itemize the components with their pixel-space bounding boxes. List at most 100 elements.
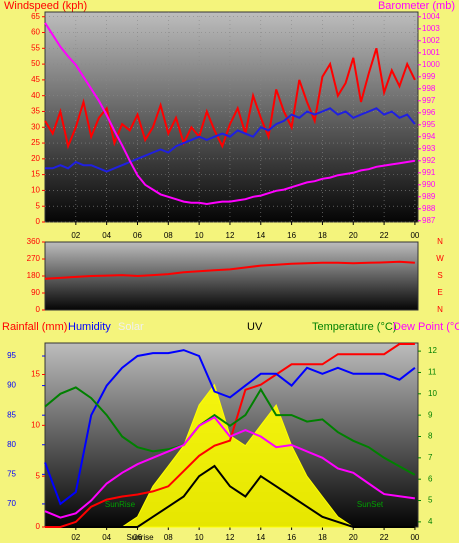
x-tick-label: 12 [226,533,235,542]
annotation: Sunrise [126,533,154,542]
y2-tick-label: 6 [428,474,433,483]
line [44,48,416,150]
y3-tick-label: 95 [7,351,16,360]
line [44,349,416,506]
y2-tick-label: 12 [428,346,437,355]
x-tick-label: 20 [349,231,358,240]
axis-title: Rainfall (mm) [2,321,67,333]
y-tick-label: 5 [36,471,41,480]
y2-tick-label: 1004 [422,12,440,21]
y2-tick-label: 1003 [422,24,440,33]
y2-tick-label: 9 [428,410,433,419]
annotation: SunSet [357,500,384,509]
x-tick-label: 22 [380,231,389,240]
x-tick-label: 04 [102,533,111,542]
x-tick-label: 22 [380,533,389,542]
y2-tick-label: 994 [422,132,436,141]
x-tick-label: 10 [195,231,204,240]
y-tick-label: 50 [31,59,40,68]
y-tick-label: 10 [31,420,40,429]
y2-tick-label: 987 [422,216,436,225]
y2-tick-label: 11 [428,368,437,377]
y2-tick-label: W [436,254,444,263]
line [45,343,415,528]
x-tick-label: 14 [256,533,265,542]
y2-tick-label: 1001 [422,48,440,57]
axis-title: Barometer (mb) [378,0,455,12]
y2-tick-label: 988 [422,204,436,213]
y2-tick-label: 996 [422,108,436,117]
y-tick-label: 90 [31,288,40,297]
y-tick-label: 15 [31,170,40,179]
x-tick-label: 00 [410,533,419,542]
y2-tick-label: 8 [428,432,433,441]
y-tick-label: 55 [31,43,40,52]
y2-tick-label: 993 [422,144,436,153]
x-tick-label: 02 [71,231,80,240]
line [44,416,416,519]
y2-tick-label: 999 [422,72,436,81]
line [45,107,416,173]
x-tick-label: 06 [133,231,142,240]
line [44,260,415,280]
x-tick-label: 18 [318,533,327,542]
y2-tick-label: N [437,305,443,314]
x-tick-label: 16 [287,231,296,240]
x-tick-label: 16 [287,533,296,542]
y-tick-label: 10 [31,186,40,195]
axis-title: Dew Point (°C [393,321,459,333]
y3-tick-label: 85 [7,410,16,419]
x-tick-label: 18 [318,231,327,240]
line [44,22,416,206]
y-tick-label: 15 [31,370,40,379]
y2-tick-label: 992 [422,156,436,165]
x-tick-label: 04 [102,231,111,240]
y2-tick-label: S [437,271,442,280]
y-tick-label: 5 [36,201,41,210]
y2-tick-label: 991 [422,168,436,177]
y2-tick-label: 1000 [422,60,440,69]
y2-tick-label: 7 [428,453,433,462]
line [44,386,416,476]
y-tick-label: 30 [31,122,40,131]
axis-title: UV [247,321,263,333]
y-tick-label: 360 [27,237,41,246]
y-tick-label: 45 [31,75,40,84]
line [45,464,415,528]
x-tick-label: 00 [410,231,419,240]
y-tick-label: 60 [31,28,40,37]
y-tick-label: 35 [31,107,40,116]
x-tick-label: 14 [256,231,265,240]
y-tick-label: 0 [36,522,41,531]
y2-tick-label: 997 [422,96,436,105]
x-tick-label: 06 [133,533,142,542]
y2-tick-label: 995 [422,120,436,129]
y3-tick-label: 80 [7,440,16,449]
y-tick-label: 270 [27,254,41,263]
y2-tick-label: 5 [428,496,433,505]
axis-title: Humidity [68,321,111,333]
y-tick-label: 180 [27,271,41,280]
plot-area [44,11,419,223]
x-tick-label: 20 [349,533,358,542]
y3-tick-label: 75 [7,469,16,478]
x-tick-label: 10 [195,533,204,542]
y3-tick-label: 70 [7,499,16,508]
x-tick-label: 08 [164,231,173,240]
y-tick-label: 65 [31,12,40,21]
axis-title: Windspeed (kph) [4,0,87,12]
y-tick-label: 0 [36,305,41,314]
y-tick-label: 0 [36,217,41,226]
y2-tick-label: 989 [422,192,436,201]
y2-tick-label: 1002 [422,36,440,45]
y-tick-label: 20 [31,154,40,163]
x-tick-label: 08 [164,533,173,542]
annotation: SunRise [105,500,136,509]
y2-tick-label: 10 [428,389,437,398]
y3-tick-label: 90 [7,381,16,390]
y2-tick-label: 990 [422,180,436,189]
x-tick-label: 12 [226,231,235,240]
axis-title: Temperature (°C) [312,321,396,333]
y2-tick-label: 4 [428,517,433,526]
